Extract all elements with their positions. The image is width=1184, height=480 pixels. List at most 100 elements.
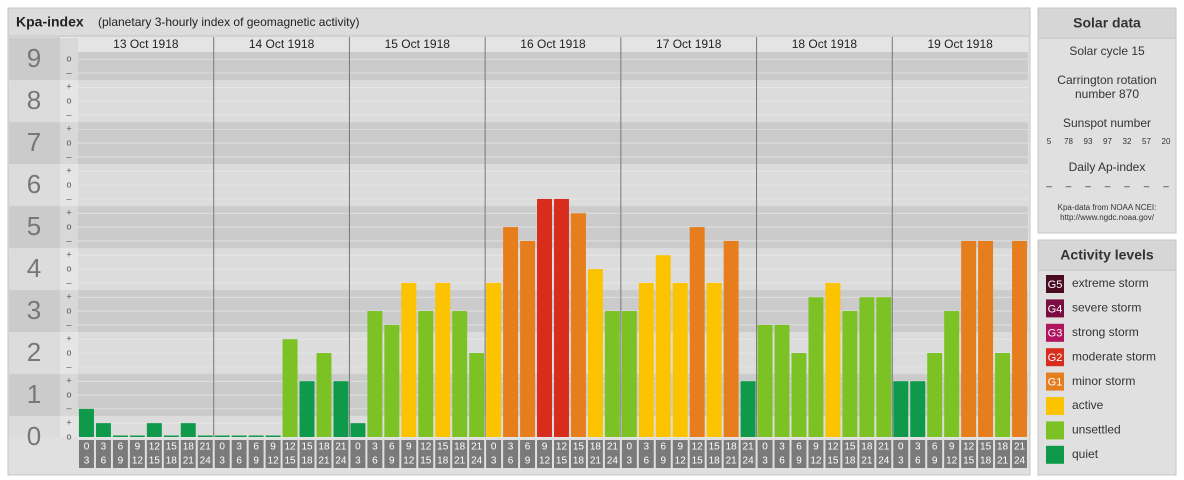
y-tick-label: 0 xyxy=(27,421,41,451)
x-tick-label: 6 xyxy=(915,456,921,467)
hour-box xyxy=(163,440,179,468)
sunspot-value: 93 xyxy=(1084,137,1093,146)
x-tick-label: 24 xyxy=(743,456,755,467)
x-tick-label: 15 xyxy=(437,442,449,453)
x-tick-label: 3 xyxy=(101,442,107,453)
hour-box xyxy=(944,440,960,468)
hour-box xyxy=(452,440,468,468)
minor-tick-label: + xyxy=(66,334,71,344)
x-tick-label: 9 xyxy=(389,456,395,467)
hour-box xyxy=(350,440,366,468)
y-tick-label: 2 xyxy=(27,337,41,367)
x-tick-label: 6 xyxy=(389,442,395,453)
minor-tick-label: o xyxy=(66,179,71,189)
hour-box xyxy=(180,440,196,468)
y-tick-label: 4 xyxy=(27,253,41,283)
bar xyxy=(350,423,366,437)
ap-value: – xyxy=(1124,182,1130,193)
x-tick-label: 3 xyxy=(898,456,904,467)
level-label: strong storm xyxy=(1072,325,1139,339)
level-label: severe storm xyxy=(1072,301,1141,315)
hour-box xyxy=(587,440,603,468)
minor-tick-label: o xyxy=(66,431,71,441)
level-swatch xyxy=(1046,445,1064,464)
solar-cycle: Solar cycle 15 xyxy=(1069,44,1145,58)
bar xyxy=(672,282,688,437)
bar xyxy=(604,311,620,437)
ap-value: – xyxy=(1085,182,1091,193)
sunspot-value: 20 xyxy=(1162,137,1171,146)
x-tick-label: 9 xyxy=(932,456,938,467)
bar xyxy=(791,353,807,437)
x-tick-label: 18 xyxy=(166,456,178,467)
x-tick-label: 18 xyxy=(980,456,992,467)
bar xyxy=(418,311,434,437)
bar xyxy=(265,435,281,437)
x-tick-label: 15 xyxy=(827,456,839,467)
x-tick-label: 0 xyxy=(627,442,633,453)
x-tick-label: 0 xyxy=(762,442,768,453)
bar xyxy=(621,311,637,437)
bar xyxy=(384,324,400,437)
hour-box xyxy=(570,440,586,468)
chart-title: Kpa-index xyxy=(16,14,84,30)
x-tick-label: 9 xyxy=(542,442,548,453)
x-tick-label: 15 xyxy=(420,456,432,467)
x-tick-label: 9 xyxy=(660,456,666,467)
x-tick-label: 6 xyxy=(253,442,259,453)
hour-box xyxy=(197,440,213,468)
minor-tick-label: + xyxy=(66,418,71,428)
x-tick-label: 12 xyxy=(827,442,839,453)
y-tick-label: 3 xyxy=(27,295,41,325)
x-tick-label: 15 xyxy=(166,442,178,453)
hour-box xyxy=(367,440,383,468)
x-tick-label: 6 xyxy=(101,456,107,467)
hour-box xyxy=(791,440,807,468)
hour-box xyxy=(825,440,841,468)
day-label: 16 Oct 1918 xyxy=(520,37,586,51)
level-label: extreme storm xyxy=(1072,276,1149,290)
hour-box xyxy=(554,440,569,468)
bar xyxy=(655,255,671,437)
sunspot-value: 5 xyxy=(1047,137,1052,146)
ap-value: – xyxy=(1046,182,1052,193)
x-tick-label: 3 xyxy=(84,456,90,467)
x-tick-label: 24 xyxy=(335,456,347,467)
bar xyxy=(893,381,909,437)
ap-label: Daily Ap-index xyxy=(1069,160,1146,174)
x-tick-label: 12 xyxy=(810,456,822,467)
hour-box xyxy=(808,440,824,468)
bar xyxy=(197,435,213,437)
minor-tick-label: o xyxy=(66,221,71,231)
day-header xyxy=(78,37,1028,52)
minor-tick-label: + xyxy=(66,250,71,260)
x-tick-label: 3 xyxy=(219,456,225,467)
bar xyxy=(231,435,247,437)
level-swatch xyxy=(1046,348,1064,367)
x-tick-label: 3 xyxy=(355,456,361,467)
x-tick-label: 18 xyxy=(997,442,1009,453)
minor-tick-label: o xyxy=(66,95,71,105)
x-tick-label: 9 xyxy=(406,442,412,453)
minor-tick-label: – xyxy=(66,235,71,245)
x-tick-label: 18 xyxy=(709,456,721,467)
x-tick-label: 3 xyxy=(644,442,650,453)
level-label: quiet xyxy=(1072,447,1099,461)
day-label: 17 Oct 1918 xyxy=(656,37,722,51)
levels-title: Activity levels xyxy=(1060,247,1154,263)
minor-column xyxy=(60,37,78,437)
hour-box xyxy=(112,440,128,468)
bar xyxy=(537,198,552,437)
minor-tick-label: – xyxy=(66,67,71,77)
y-tick-label: 7 xyxy=(27,127,41,157)
day-label: 15 Oct 1918 xyxy=(385,37,451,51)
level-swatch xyxy=(1046,421,1064,440)
hour-box xyxy=(961,440,977,468)
minor-tick-label: + xyxy=(66,292,71,302)
minor-tick-label: + xyxy=(66,124,71,134)
bar xyxy=(774,324,790,437)
sunspot-value: 57 xyxy=(1142,137,1151,146)
bar xyxy=(927,353,943,437)
bar xyxy=(316,353,332,437)
x-tick-label: 15 xyxy=(980,442,992,453)
